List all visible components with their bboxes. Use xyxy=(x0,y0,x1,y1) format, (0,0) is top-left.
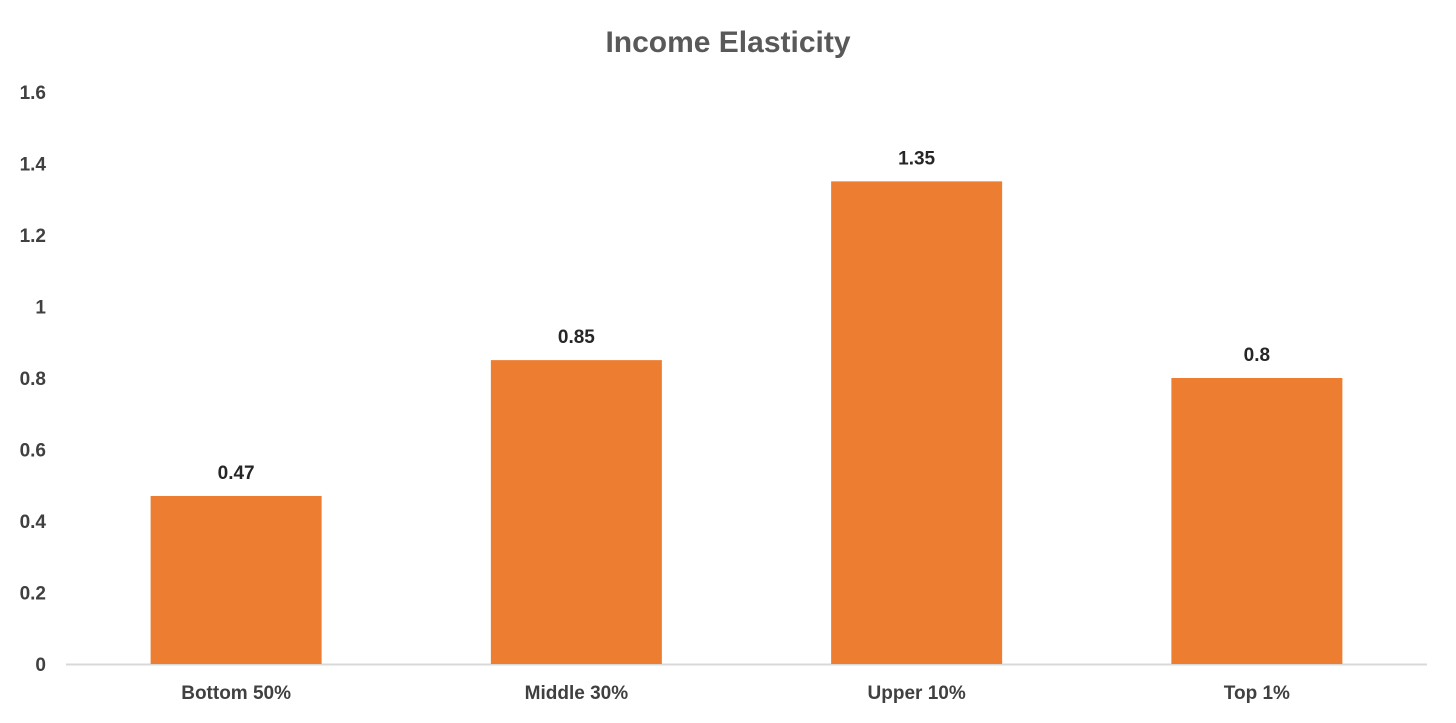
bar-data-label: 0.85 xyxy=(558,327,595,348)
bar xyxy=(150,495,322,664)
bar xyxy=(831,181,1003,664)
x-category-label: Middle 30% xyxy=(525,683,629,704)
y-tick-label: 0.6 xyxy=(20,441,46,462)
bar-data-label: 0.47 xyxy=(218,463,255,484)
y-tick-label: 0 xyxy=(35,655,46,676)
y-tick-label: 1.2 xyxy=(20,226,46,247)
y-tick-label: 1 xyxy=(35,298,46,319)
x-category-label: Bottom 50% xyxy=(181,683,291,704)
x-axis-category-labels: Bottom 50% Middle 30% Upper 10% Top 1% xyxy=(181,683,1290,704)
bars-group xyxy=(150,181,1343,664)
chart-title: Income Elasticity xyxy=(605,26,850,59)
bar-data-label: 1.35 xyxy=(898,148,935,169)
y-tick-label: 0.4 xyxy=(20,512,47,533)
bar-data-label: 0.8 xyxy=(1244,345,1270,366)
bar xyxy=(490,360,662,664)
y-tick-label: 1.6 xyxy=(20,83,46,104)
data-labels-group: 0.47 0.85 1.35 0.8 xyxy=(218,148,1270,484)
bar xyxy=(1171,378,1343,664)
y-tick-label: 0.2 xyxy=(20,584,46,605)
x-category-label: Upper 10% xyxy=(868,683,966,704)
y-axis-tick-labels: 0 0.2 0.4 0.6 0.8 1 1.2 1.4 1.6 xyxy=(20,83,47,676)
y-tick-label: 1.4 xyxy=(20,155,47,176)
x-category-label: Top 1% xyxy=(1224,683,1290,704)
y-tick-label: 0.8 xyxy=(20,369,46,390)
